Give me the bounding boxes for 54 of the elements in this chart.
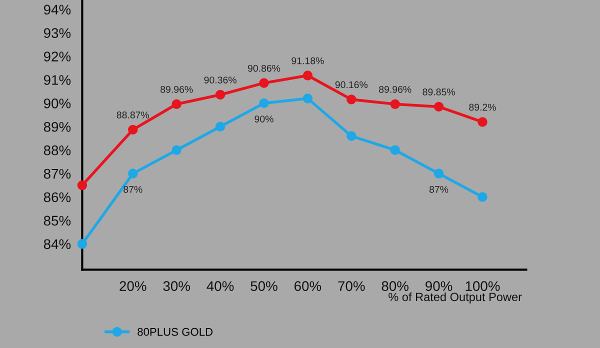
point (77, 239, 88, 249)
point (434, 168, 444, 178)
y-tick-label: 84% (44, 239, 71, 250)
point (259, 98, 269, 108)
data-label: 89.2% (469, 104, 496, 111)
point (302, 70, 313, 80)
x-tick-label: 60% (294, 281, 322, 292)
x-axis-title: % of Rated Output Power (388, 292, 522, 304)
data-label: 91.18% (292, 57, 324, 64)
point (172, 145, 182, 155)
y-tick-label: 86% (44, 192, 71, 202)
data-label: 89.96% (379, 86, 412, 93)
point (128, 168, 138, 178)
point (390, 99, 400, 109)
y-tick-label: 93% (44, 28, 71, 38)
data-label: 90.36% (204, 76, 236, 84)
data-label: 87% (124, 186, 142, 193)
y-tick-label: 92% (44, 52, 71, 62)
data-label: 90.16% (335, 81, 368, 88)
data-label: 90% (254, 116, 274, 122)
y-tick-label: 88% (44, 145, 71, 156)
x-tick-label: 70% (338, 281, 365, 292)
point (346, 94, 356, 104)
point (77, 180, 88, 190)
point (390, 145, 400, 155)
data-label: 88.87% (116, 112, 150, 118)
point (302, 94, 313, 104)
data-label: 90.86% (248, 64, 280, 72)
y-tick-label: 89% (44, 122, 71, 132)
point (346, 131, 356, 141)
x-tick-label: 50% (250, 281, 278, 292)
x-tick-label: 40% (206, 281, 234, 292)
point (478, 192, 488, 202)
data-label: 87% (429, 186, 448, 193)
point (478, 117, 488, 127)
y-tick-label: 85% (44, 216, 71, 226)
x-tick-label: 100% (466, 281, 500, 292)
point (434, 102, 444, 112)
y-tick-label: 91% (44, 75, 71, 85)
point (128, 124, 138, 135)
x-tick-label: 20% (120, 281, 146, 292)
x-tick-label: 80% (382, 281, 409, 292)
point (172, 99, 182, 109)
x-tick-label: 90% (426, 281, 452, 292)
y-tick-label: 90% (44, 98, 71, 108)
y-tick-label: 87% (44, 168, 71, 179)
x-tick-label: 30% (163, 281, 190, 292)
y-tick-label: 94% (44, 4, 71, 15)
point (259, 78, 269, 88)
point (215, 122, 226, 132)
data-label: 89.96% (160, 86, 193, 93)
point (215, 90, 226, 100)
data-label: 89.85% (422, 88, 455, 96)
legend-label: 80PLUS GOLD (138, 328, 213, 336)
